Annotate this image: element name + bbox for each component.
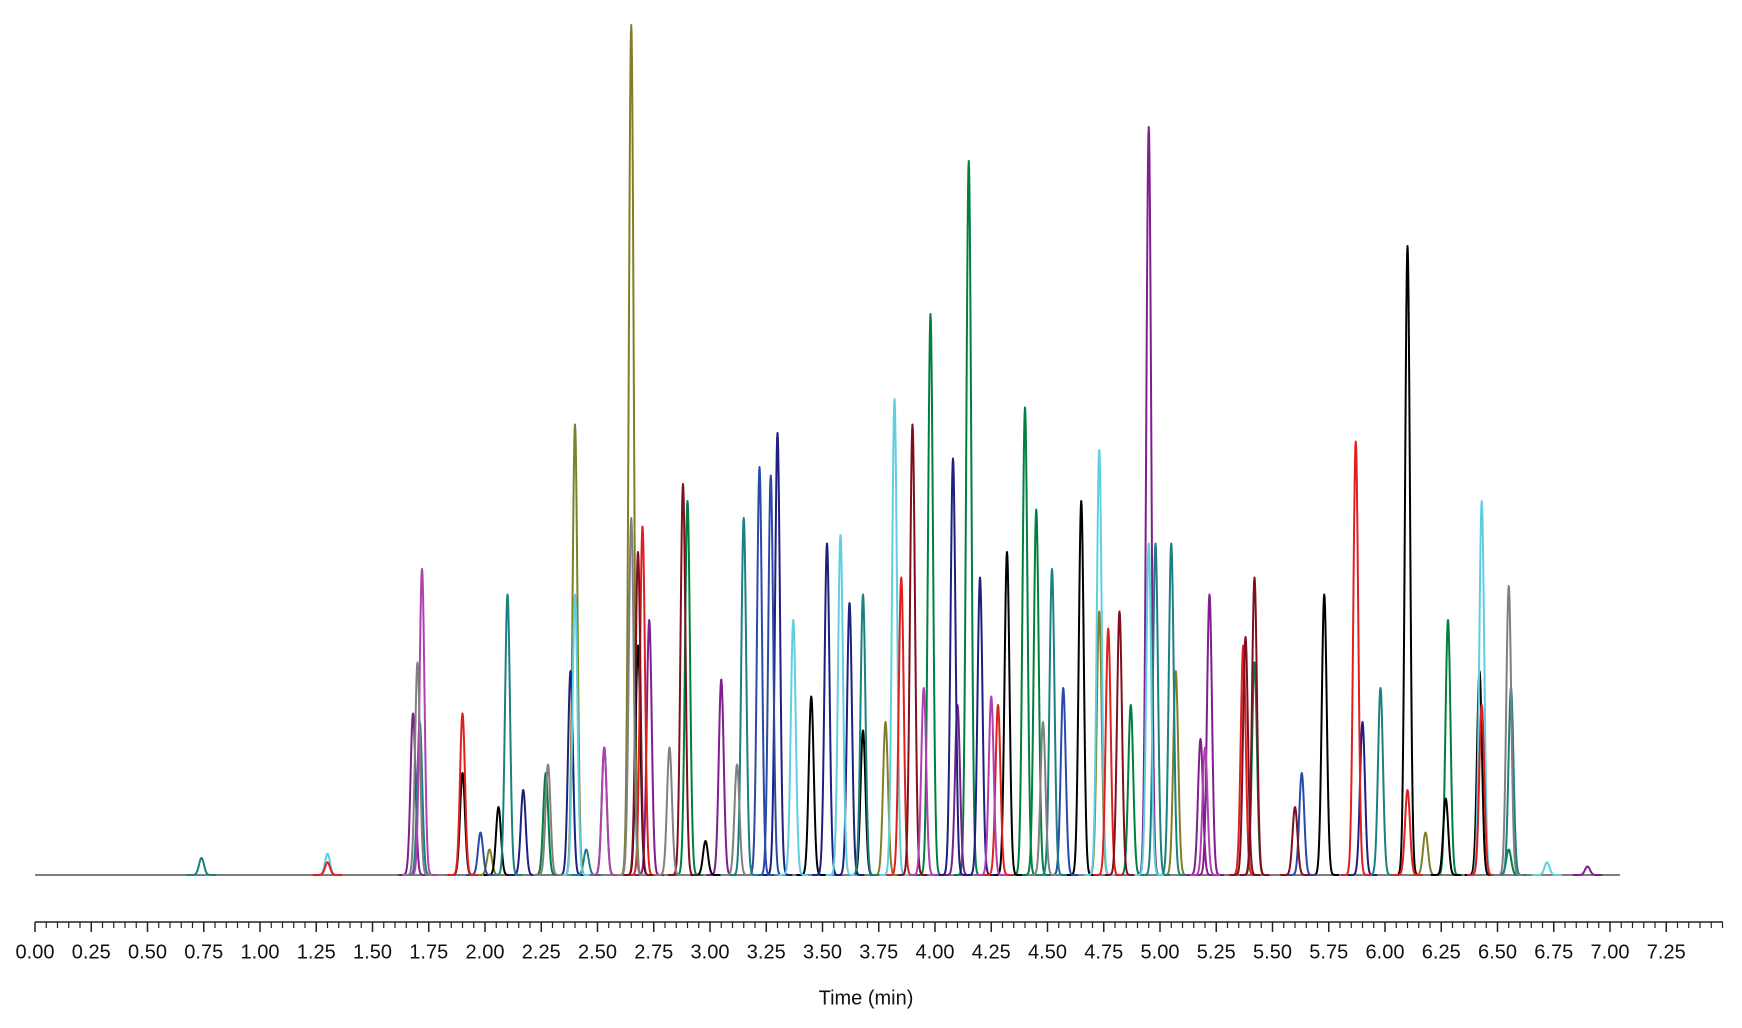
chromatogram-peak: [588, 746, 620, 876]
x-tick-label: 1.50: [353, 941, 392, 963]
chromatogram-peak: [1189, 746, 1221, 876]
chromatogram-peak: [1047, 687, 1079, 876]
chromatogram-peak: [492, 593, 523, 876]
x-tick-label: 3.75: [859, 941, 898, 963]
x-tick-label: 0.00: [16, 941, 55, 963]
chromatogram-peak: [705, 678, 737, 876]
chromatogram-peak: [1365, 687, 1396, 876]
chromatogram-peak: [1104, 610, 1135, 876]
chromatogram-peak: [1009, 406, 1041, 876]
chromatogram-peak: [1286, 772, 1318, 876]
chromatogram-peak: [483, 806, 514, 876]
x-tick-label: 6.50: [1478, 941, 1517, 963]
x-tick-label: 7.00: [1591, 941, 1630, 963]
x-tick-label: 7.25: [1647, 941, 1686, 963]
x-tick-label: 2.25: [522, 941, 561, 963]
x-tick-label: 0.25: [72, 941, 111, 963]
x-tick-label: 1.25: [297, 941, 336, 963]
chromatogram-peak: [1466, 500, 1498, 876]
x-tick-label: 4.50: [1028, 941, 1067, 963]
chromatogram-peak: [402, 661, 433, 876]
chromatogram-peak: [1279, 806, 1311, 876]
x-axis-title: Time (min): [819, 987, 914, 1009]
x-tick-label: 5.00: [1141, 941, 1180, 963]
x-tick-label: 6.75: [1534, 941, 1573, 963]
chromatogram-peak: [507, 789, 539, 876]
x-tick-label: 4.00: [916, 941, 955, 963]
chromatogram-peak: [825, 534, 856, 876]
chromatogram-peak: [1531, 861, 1563, 876]
x-tick-label: 2.50: [578, 941, 617, 963]
chromatogram-peak: [447, 772, 478, 876]
chromatogram-peak: [937, 457, 969, 876]
chromatogram-peak: [622, 551, 654, 876]
x-tick-label: 5.75: [1309, 941, 1348, 963]
chromatogram-peak: [1466, 704, 1498, 876]
chromatogram-peak: [312, 861, 343, 876]
x-tick-label: 2.75: [634, 941, 673, 963]
chromatogram-peak: [1392, 245, 1423, 876]
x-tick-label: 5.25: [1197, 941, 1236, 963]
chromatogram-peak: [1140, 542, 1171, 876]
chromatogram-peak: [1308, 593, 1340, 876]
chromatogram-peak: [1493, 585, 1525, 876]
chromatogram-peak: [991, 551, 1023, 876]
chromatogram-peak: [982, 704, 1014, 876]
chromatogram-peak: [1230, 636, 1261, 876]
chromatogram-peak: [1115, 704, 1147, 876]
chromatogram-peak: [1065, 500, 1097, 876]
chromatogram-peak: [728, 517, 760, 876]
chromatogram-peak: [667, 483, 699, 876]
chromatogram-peak: [1572, 865, 1603, 876]
chromatogram-peak: [834, 602, 865, 876]
chromatogram-peak: [1430, 797, 1462, 876]
chromatogram-peak: [186, 857, 217, 876]
chromatogram-peak: [1133, 542, 1165, 876]
chromatogram-peak: [532, 763, 564, 876]
x-tick-label: 6.25: [1422, 941, 1461, 963]
chromatogram-peak: [975, 695, 1007, 876]
chromatogram-peak: [908, 687, 940, 876]
x-tick-label: 4.75: [1084, 941, 1123, 963]
chromatogram-peak: [559, 593, 591, 876]
x-tick-label: 4.25: [972, 941, 1011, 963]
chromatogram-peak: [1493, 848, 1525, 876]
chromatogram-peak: [1340, 440, 1372, 876]
chromatogram-peak: [1392, 789, 1423, 876]
chromatogram-peak: [721, 763, 753, 876]
chromatogram-peak: [588, 746, 620, 876]
x-tick-label: 3.00: [691, 941, 730, 963]
chromatogram-peak: [1036, 568, 1068, 876]
chromatogram-peak: [447, 712, 478, 876]
chromatogram-peak: [777, 619, 809, 876]
x-tick-label: 2.00: [466, 941, 505, 963]
x-tick-label: 5.50: [1253, 941, 1292, 963]
x-tick-label: 3.50: [803, 941, 842, 963]
x-tick-label: 1.75: [409, 941, 448, 963]
chromatogram-peak: [654, 746, 685, 876]
chromatogram-peak: [1092, 627, 1124, 876]
chromatogram-peak: [953, 160, 985, 876]
x-tick-label: 3.25: [747, 941, 786, 963]
chromatogram-peak: [312, 852, 343, 876]
chromatogram-peak: [1020, 508, 1052, 876]
chromatogram-peak: [615, 517, 647, 876]
x-tick-label: 1.00: [241, 941, 280, 963]
x-tick-label: 0.75: [184, 941, 223, 963]
x-tick-label: 0.50: [128, 941, 167, 963]
chromatogram-peak: [1027, 721, 1059, 876]
chromatogram-peak: [897, 423, 928, 876]
x-tick-label: 6.00: [1366, 941, 1405, 963]
chromatogram-peak: [1239, 576, 1270, 876]
